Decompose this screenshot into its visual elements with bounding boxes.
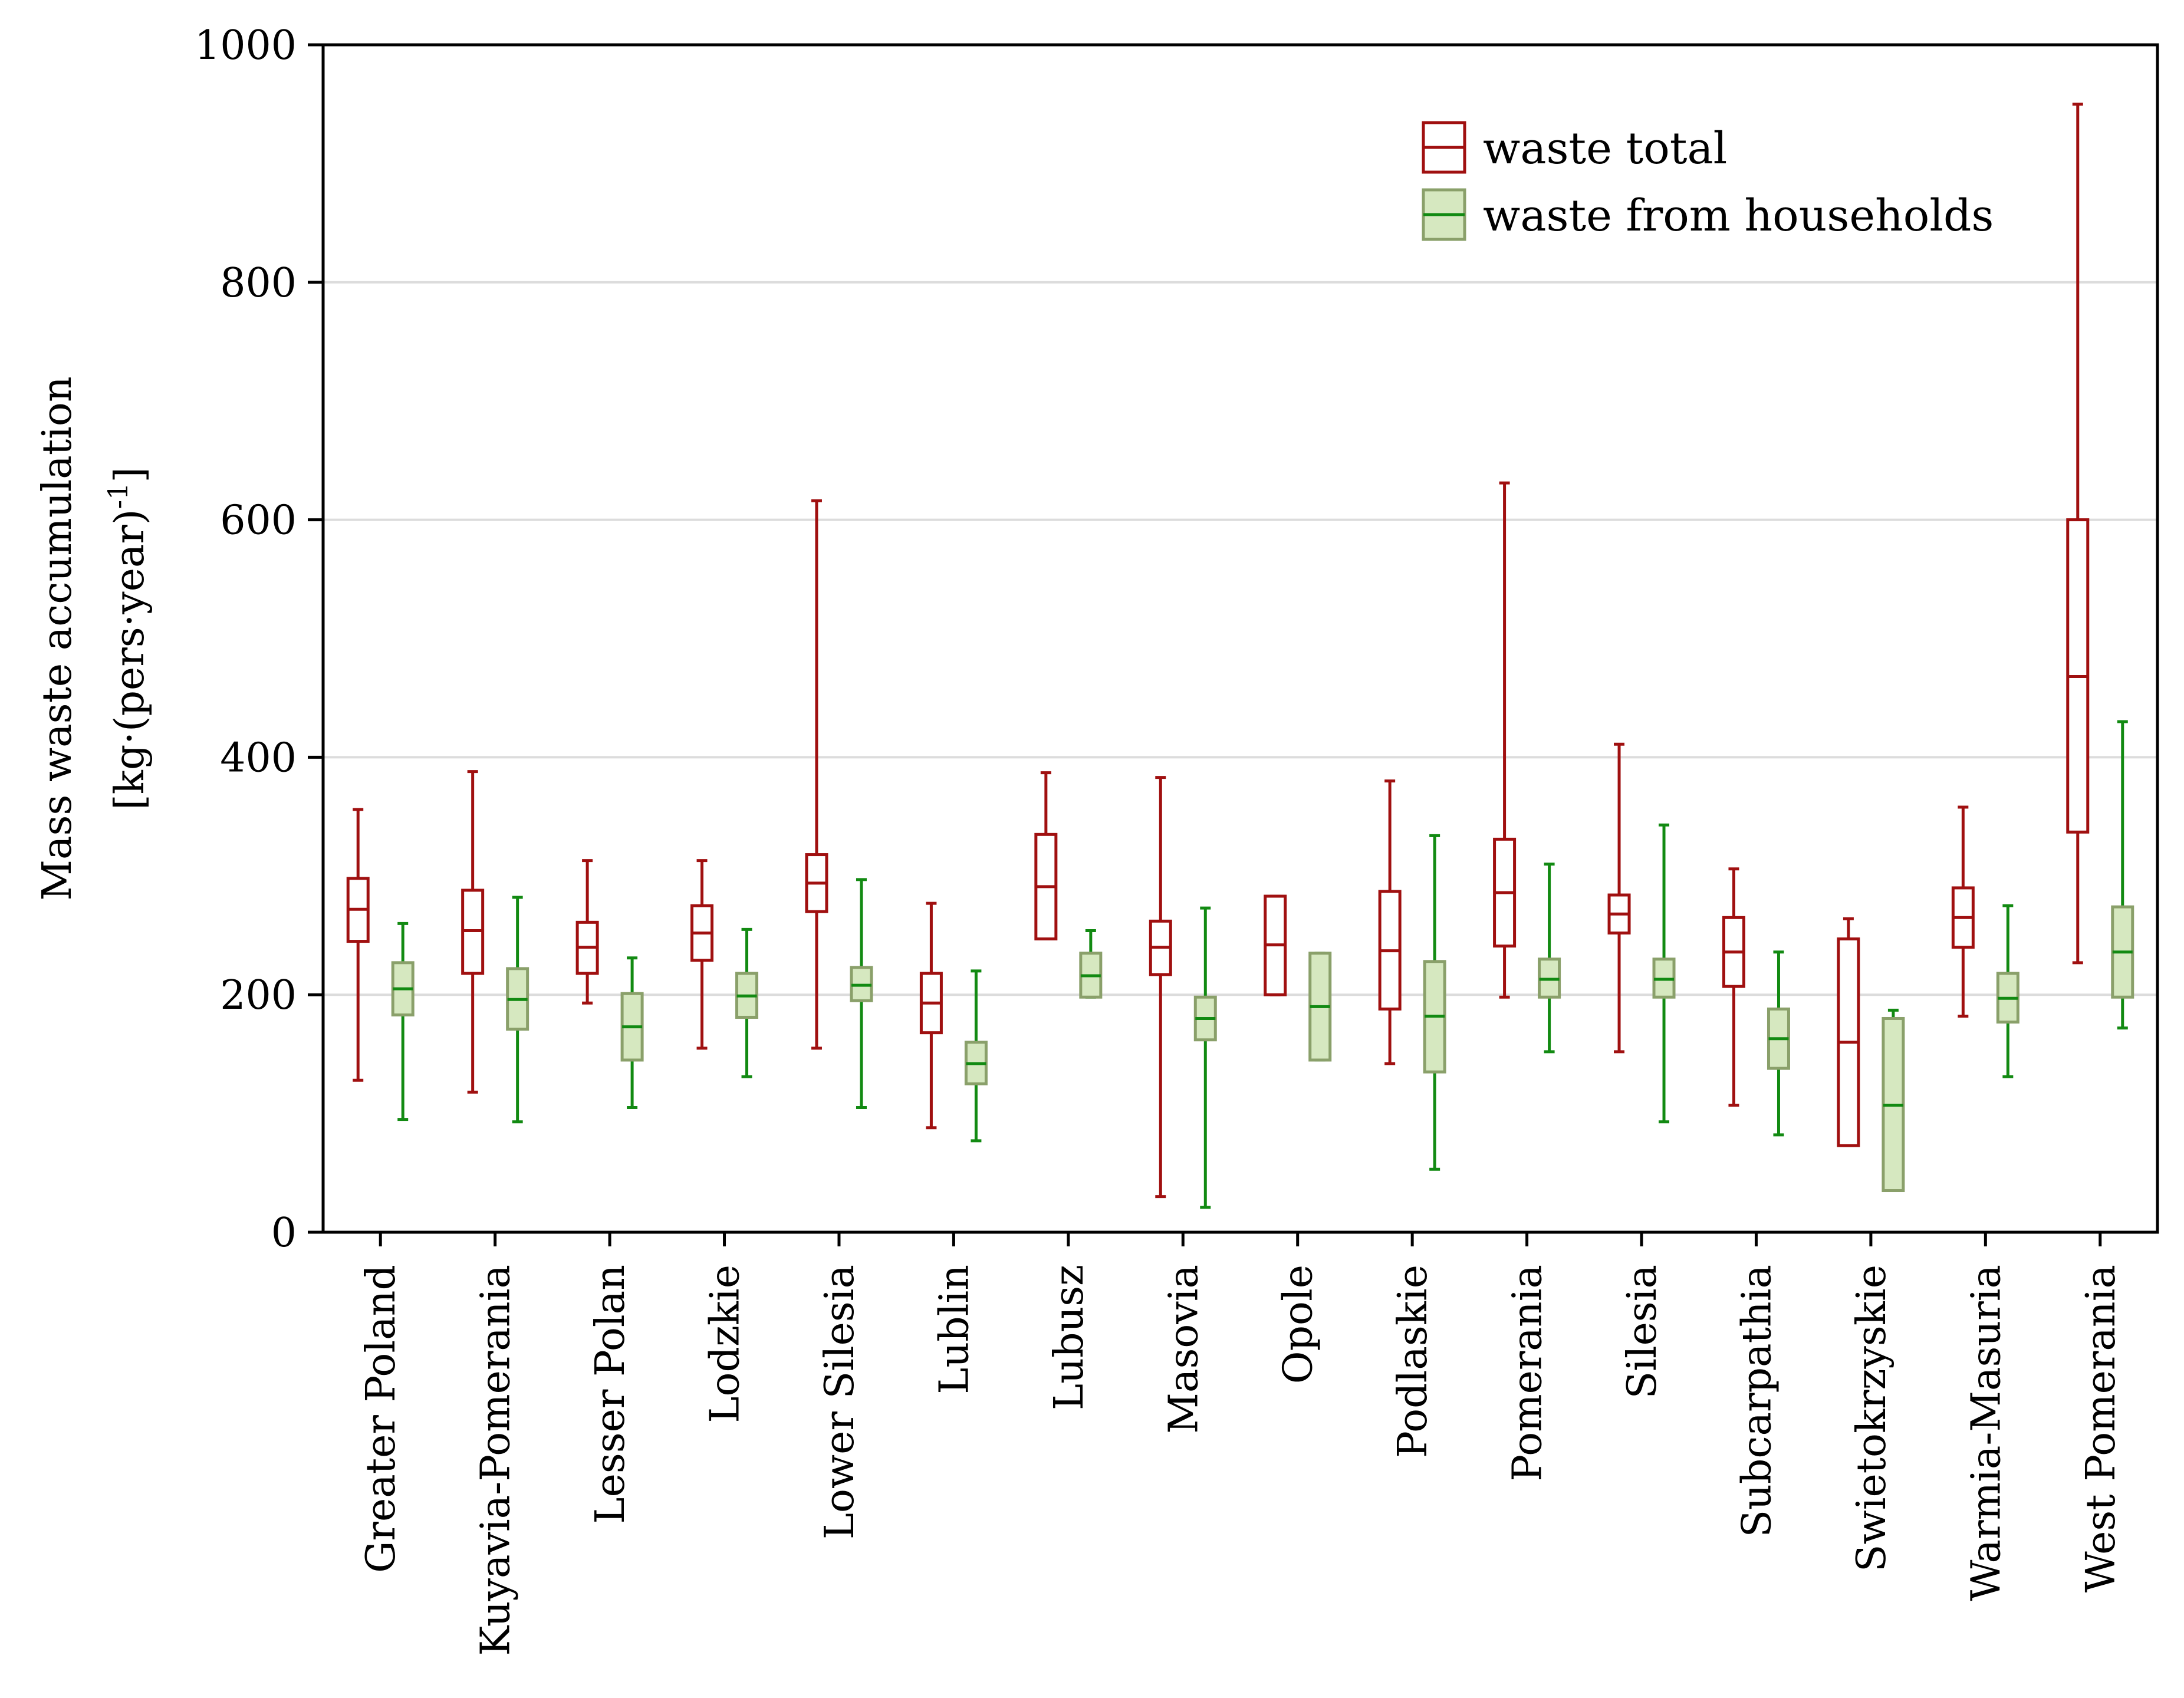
y-tick-label-600: 600	[220, 498, 297, 544]
x-axis: Greater Poland Kuyavia-Pomerania Lesser Po…	[358, 1232, 2124, 1656]
y-axis-title-bracket: ]	[107, 467, 153, 483]
box-waste-total-west-pomerania	[2066, 103, 2090, 965]
x-label-lesser-polan: Lesser Polan	[587, 1265, 634, 1524]
box-waste-total-lublin	[919, 901, 943, 1130]
x-label-opole: Opole	[1275, 1265, 1322, 1384]
box-waste-total-opole	[1264, 894, 1287, 996]
box-waste-total-subcarpathia	[1722, 867, 1745, 1107]
x-label-west-pomerania: West Pomerania	[2078, 1265, 2124, 1592]
y-axis-title-line2: [kg·(pers·year)-1]	[102, 467, 153, 810]
box-waste-from-households-swietokrzyskie	[1882, 1008, 1905, 1193]
y-tick-label-800: 800	[220, 260, 297, 307]
y-tick-label-0: 0	[271, 1210, 297, 1256]
box-series	[346, 103, 2134, 1209]
legend-label-waste-total: waste total	[1483, 123, 1727, 174]
box-waste-from-households-warmia-masuria	[1996, 904, 2019, 1078]
x-label-lodzkie: Lodzkie	[702, 1265, 749, 1423]
y-axis-title-exponent: -1	[102, 483, 134, 509]
box-waste-total-greater-poland	[346, 808, 370, 1082]
y-axis-title-line1: Mass waste accumulation	[34, 376, 81, 900]
x-label-warmia-masuria: Warmia-Masuria	[1963, 1265, 2009, 1601]
y-tick-label-1000: 1000	[195, 22, 297, 69]
box-waste-from-households-greater-poland	[391, 922, 415, 1121]
box-waste-total-swietokrzyskie	[1837, 917, 1860, 1147]
box-waste-total-lodzkie	[690, 859, 714, 1050]
x-label-lower-silesia: Lower Silesia	[817, 1265, 863, 1539]
box-waste-from-households-kuyavia-pomerania	[506, 896, 529, 1124]
box-waste-total-warmia-masuria	[1951, 805, 1975, 1018]
box-waste-total-lubusz	[1034, 771, 1058, 941]
box-waste-total-pomerania	[1493, 481, 1517, 999]
x-label-kuyavia-pomerania: Kuyavia-Pomerania	[473, 1265, 519, 1656]
legend: waste total waste from households	[1422, 121, 1994, 241]
x-label-lublin: Lublin	[931, 1265, 978, 1394]
box-waste-total-podlaskie	[1378, 779, 1402, 1065]
box-waste-from-households-lesser-polan	[620, 956, 644, 1110]
box-waste-from-households-west-pomerania	[2111, 720, 2134, 1030]
box-waste-from-households-masovia	[1193, 906, 1217, 1209]
box-waste-from-households-lodzkie	[735, 927, 759, 1078]
y-tick-label-200: 200	[220, 972, 297, 1019]
box-waste-total-silesia	[1607, 742, 1631, 1054]
x-label-lubusz: Lubusz	[1046, 1265, 1093, 1410]
x-label-greater-poland: Greater Poland	[358, 1265, 404, 1573]
x-label-podlaskie: Podlaskie	[1390, 1265, 1436, 1458]
x-label-masovia: Masovia	[1160, 1265, 1207, 1434]
box-waste-total-kuyavia-pomerania	[461, 770, 485, 1094]
y-tick-label-400: 400	[220, 735, 297, 781]
plot-frame	[321, 43, 2159, 1234]
box-waste-total-lesser-polan	[575, 859, 599, 1005]
y-axis: 0 200 400 600 800 1000	[195, 22, 323, 1256]
box-waste-from-households-pomerania	[1538, 863, 1561, 1054]
box-waste-from-households-silesia	[1652, 823, 1676, 1124]
box-waste-total-lower-silesia	[805, 499, 828, 1050]
x-label-swietokrzyskie: Swietokrzyskie	[1848, 1265, 1895, 1572]
legend-item-waste-from-households: waste from households	[1422, 188, 1994, 241]
x-label-subcarpathia: Subcarpathia	[1734, 1265, 1780, 1538]
box-waste-from-households-opole	[1308, 952, 1332, 1062]
box-waste-from-households-lubusz	[1079, 929, 1103, 999]
box-waste-from-households-lower-silesia	[850, 878, 873, 1110]
box-waste-from-households-subcarpathia	[1767, 950, 1790, 1137]
box-waste-from-households-podlaskie	[1423, 834, 1446, 1171]
legend-item-waste-total: waste total	[1422, 121, 1727, 174]
x-label-silesia: Silesia	[1619, 1265, 1666, 1399]
box-waste-from-households-lublin	[964, 969, 988, 1143]
y-axis-title-unit: [kg·(pers·year)	[107, 509, 153, 809]
gridlines	[323, 281, 2157, 996]
x-label-pomerania: Pomerania	[1505, 1265, 1551, 1482]
legend-label-waste-from-households: waste from households	[1483, 190, 1994, 241]
box-waste-total-masovia	[1149, 776, 1172, 1199]
